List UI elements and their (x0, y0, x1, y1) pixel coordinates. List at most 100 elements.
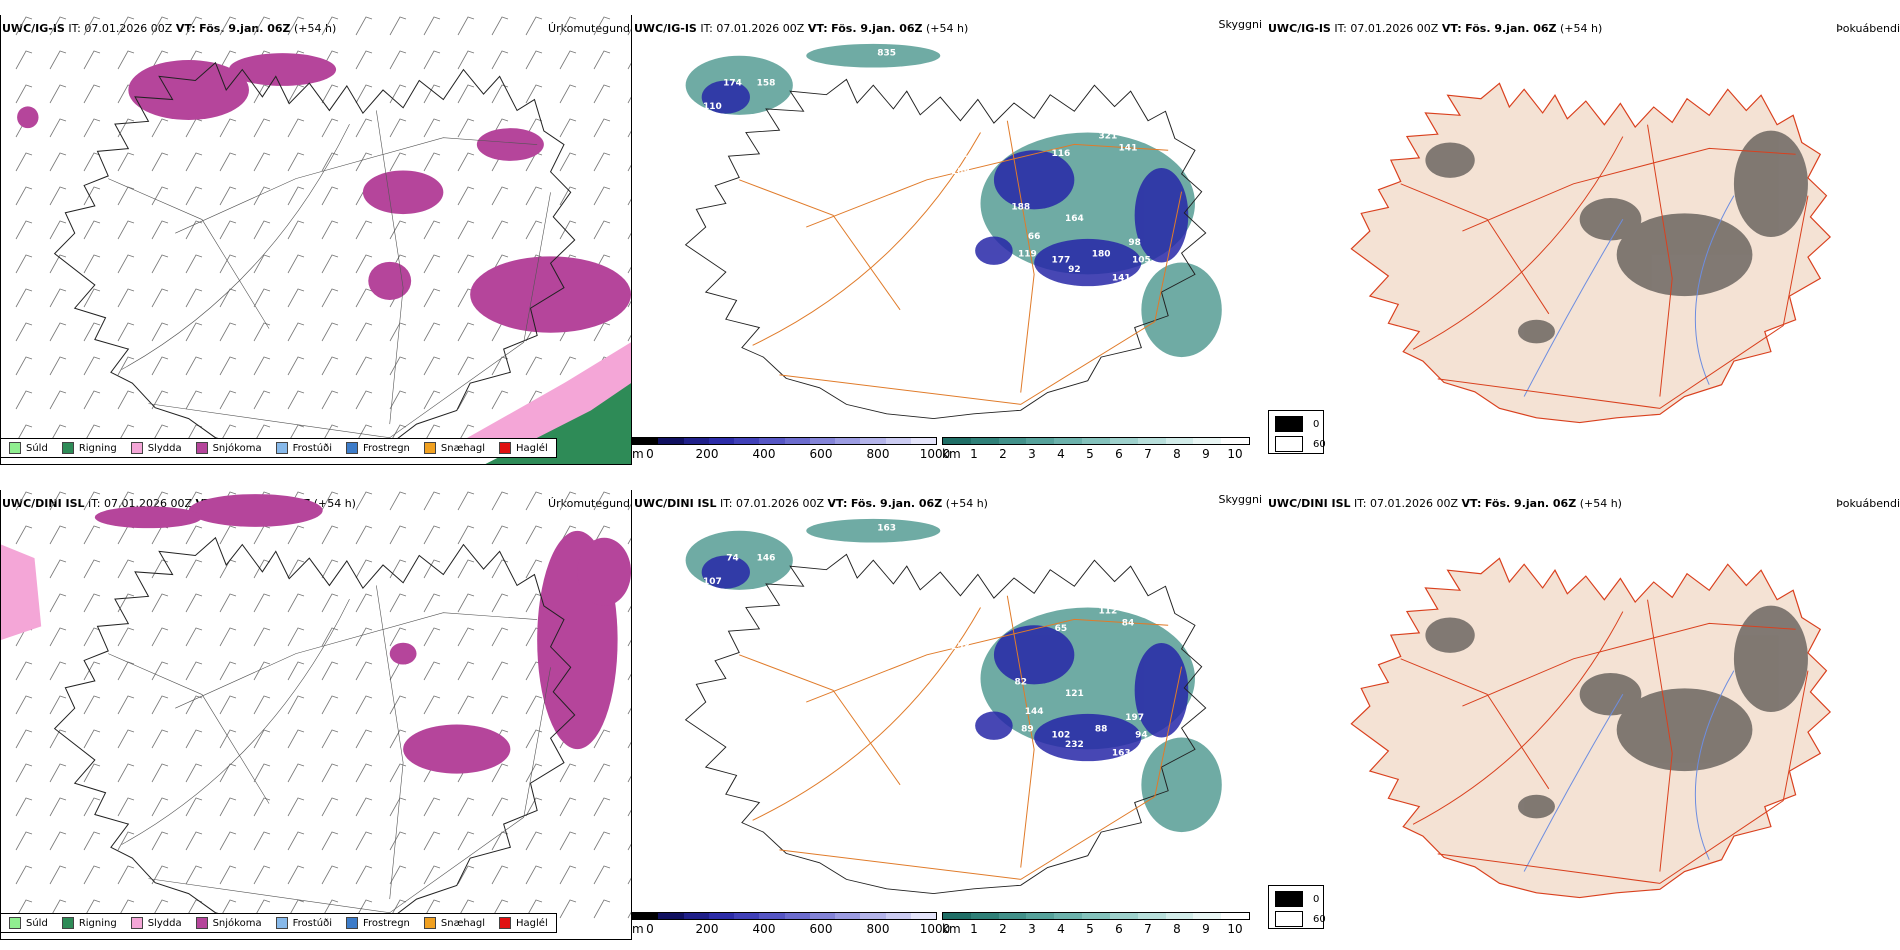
wind-barb (525, 16, 543, 36)
wind-barb (49, 16, 67, 36)
ceiling-value-label: 108 (730, 208, 749, 218)
fog-panel: UWC/IG-IS IT: 07.01.2026 00Z VT: Fös. 9.… (1262, 0, 1900, 470)
wind-barb (457, 220, 475, 240)
wind-barb (219, 627, 237, 647)
precip-legend-swatch (499, 917, 512, 929)
wind-barb (389, 525, 407, 545)
ceiling-tick: 0 (646, 922, 654, 936)
wind-barb (321, 152, 339, 172)
wind-barb (627, 503, 631, 511)
wind-barb (355, 220, 373, 240)
ceiling-value-label: 146 (757, 553, 776, 563)
wind-barb (287, 593, 305, 613)
wind-barb (355, 627, 373, 647)
ceiling-value-label: 116 (1052, 149, 1071, 159)
wind-barb (491, 627, 509, 647)
wind-barb (49, 661, 67, 681)
wind-barb (185, 525, 203, 545)
wind-barb (253, 525, 271, 545)
ceiling-value-label: 84 (1122, 618, 1135, 628)
wind-barb (117, 424, 135, 444)
cloud-panel-type: Skyggni (1218, 493, 1262, 506)
wind-barb (151, 763, 169, 783)
wind-barb (151, 491, 169, 511)
precip-legend-item: Snæhagl (423, 917, 485, 929)
fog-map-svg (1350, 557, 1832, 899)
wind-barb (491, 865, 509, 885)
wind-barb (423, 288, 441, 308)
wind-barb (219, 16, 237, 36)
wind-barb (457, 695, 475, 715)
wind-barb (117, 220, 135, 240)
wind-barb (83, 899, 101, 919)
precip-legend: Súld Rigning Slydda Snjókoma Frostúði Frostre… (0, 438, 557, 458)
wind-barb (83, 288, 101, 308)
wind-barb (49, 50, 67, 70)
wind-barb (525, 831, 543, 851)
wind-barb (49, 525, 67, 545)
wind-barb (423, 254, 441, 274)
wind-barb (593, 50, 611, 70)
wind-barb (83, 186, 101, 206)
wind-barb (491, 16, 509, 36)
wind-barb (559, 763, 577, 783)
ceiling-labels: 835 174 158 110 151 173 102 189 302 108 66 188 66 164… (703, 49, 1151, 284)
wind-barb (355, 84, 373, 104)
wind-barb (627, 809, 631, 817)
wind-barb (49, 763, 67, 783)
fog-panel-type: Þokuábendi (1836, 22, 1900, 35)
wind-barb (219, 50, 237, 70)
precip-legend-swatch (346, 917, 358, 929)
wind-barb (559, 356, 577, 376)
wind-barb (117, 118, 135, 138)
wind-barb (525, 525, 543, 545)
visibility-tick: 7 (1144, 922, 1152, 936)
wind-barb (627, 707, 631, 715)
wind-barb (627, 775, 631, 783)
wind-barb (49, 865, 67, 885)
ceiling-value-label: 105 (1132, 256, 1151, 266)
low-cloud-areas (701, 555, 1189, 762)
wind-barb (185, 16, 203, 36)
wind-barb (287, 559, 305, 579)
wind-barb (15, 763, 33, 783)
wind-barb (83, 152, 101, 172)
wind-barb (185, 390, 203, 410)
wind-barb (355, 254, 373, 274)
wind-barb (185, 356, 203, 376)
sleet-area (1, 544, 42, 640)
ceiling-value-label: 102 (1052, 731, 1071, 741)
wind-barb (525, 559, 543, 579)
fog-legend-row: 60 (1275, 911, 1326, 927)
wind-barb (491, 797, 509, 817)
wind-barb (185, 831, 203, 851)
wind-barb (593, 491, 611, 511)
wind-barb (491, 661, 509, 681)
ceiling-value-label: 121 (1065, 689, 1084, 699)
wind-barb (83, 865, 101, 885)
wind-barb (15, 322, 33, 342)
wind-barb (423, 491, 441, 511)
roads (108, 585, 551, 914)
wind-barb (423, 559, 441, 579)
wind-barb (559, 831, 577, 851)
wind-barb (83, 16, 101, 36)
wind-barb (83, 220, 101, 240)
wind-barb (491, 559, 509, 579)
precip-legend: Súld Rigning Slydda Snjókoma Frostúði Frostre… (0, 913, 557, 933)
wind-barb (219, 525, 237, 545)
wind-barb (525, 118, 543, 138)
wind-barb (593, 152, 611, 172)
ceiling-value-label: 98 (1128, 238, 1141, 248)
visibility-tick: 6 (1115, 922, 1123, 936)
wind-barb (253, 186, 271, 206)
wind-barb (49, 491, 67, 511)
wind-barb (457, 322, 475, 342)
wind-barb (321, 525, 339, 545)
wind-barb (457, 593, 475, 613)
wind-barb (83, 593, 101, 613)
wind-barb (253, 424, 271, 444)
fog-shading (1425, 130, 1808, 344)
wind-barb (151, 118, 169, 138)
fog-legend-row: 0 (1275, 416, 1319, 432)
